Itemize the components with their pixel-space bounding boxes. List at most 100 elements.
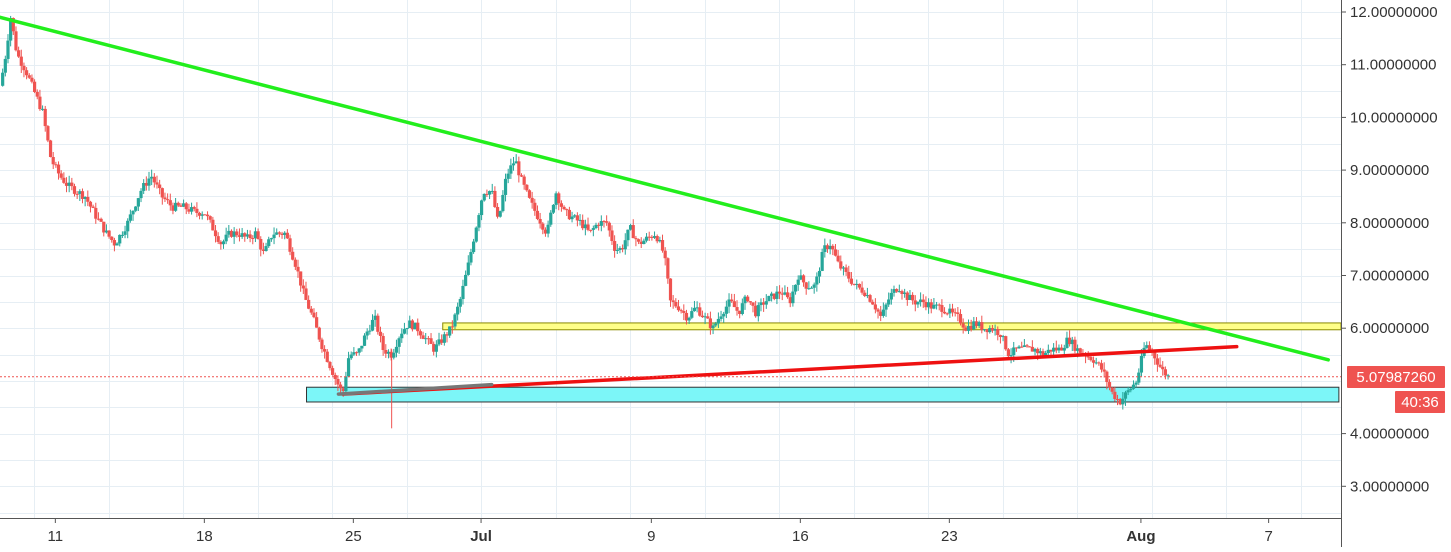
candle-up	[1, 72, 5, 86]
candle-up	[841, 267, 846, 269]
candle-up	[461, 285, 465, 300]
candle-down	[320, 339, 324, 350]
y-tick-label: 10.00000000	[1350, 109, 1438, 126]
candle-up	[948, 308, 952, 314]
candle-up	[442, 334, 446, 343]
candle-up	[1057, 347, 1061, 351]
candle-up	[855, 283, 859, 285]
candle-up	[1166, 375, 1170, 377]
candle-up	[1129, 388, 1133, 391]
candle-down	[940, 305, 944, 312]
candle-down	[70, 182, 74, 187]
candle-down	[485, 193, 489, 195]
candle-down	[301, 285, 305, 289]
candle-up	[402, 329, 407, 334]
candle-up	[115, 243, 119, 246]
candle-down	[378, 331, 383, 336]
candle-down	[1049, 349, 1053, 352]
candle-up	[767, 295, 771, 302]
candle-up	[386, 351, 391, 354]
candle-down	[754, 305, 758, 317]
candle-down	[974, 321, 979, 326]
candle-down	[636, 239, 641, 242]
candle-down	[735, 307, 739, 311]
candle-up	[926, 302, 931, 308]
candle-down	[1118, 399, 1122, 405]
candle-down	[14, 31, 18, 51]
candle-up	[549, 212, 553, 225]
candle-up	[1131, 384, 1136, 389]
candle-down	[75, 193, 79, 195]
candle-up	[714, 323, 718, 326]
candle-up	[352, 352, 356, 355]
candle-up	[1017, 346, 1021, 349]
candle-up	[977, 322, 981, 326]
y-tick-label: 4.00000000	[1350, 426, 1429, 443]
candle-up	[466, 262, 470, 275]
candle-down	[873, 304, 877, 310]
candle-down	[416, 322, 420, 332]
candle-down	[679, 310, 683, 312]
candle-up	[147, 178, 151, 186]
candle-up	[972, 321, 976, 330]
candle-down	[184, 203, 188, 210]
candle-down	[304, 288, 308, 300]
candle-down	[421, 335, 425, 339]
candle-up	[1137, 372, 1141, 383]
candle-down	[788, 297, 792, 304]
candle-down	[1006, 349, 1011, 357]
candle-up	[966, 325, 971, 331]
candle-down	[1054, 347, 1058, 351]
candle-down	[849, 278, 854, 284]
y-axis-ticks: 3.00000000 4.00000000 6.00000000 7.00000000…	[1341, 4, 1438, 495]
candle-up	[783, 292, 787, 295]
candle-up	[245, 234, 250, 237]
candle-down	[950, 308, 955, 313]
candle-down	[317, 327, 321, 340]
countdown-tag: 40:36	[1395, 391, 1445, 413]
candle-up	[916, 301, 920, 305]
x-tick-label: 11	[48, 528, 64, 545]
candle-up	[623, 240, 627, 250]
candle-down	[288, 238, 292, 252]
current-price-label: 5.07987260	[1356, 369, 1435, 386]
candle-up	[1052, 347, 1056, 352]
candle-down	[179, 205, 183, 207]
candle-down	[663, 250, 667, 259]
candle-down	[56, 164, 61, 174]
candle-up	[221, 241, 226, 245]
candle-up	[506, 173, 510, 179]
candle-down	[493, 190, 497, 207]
candle-up	[479, 200, 484, 216]
candle-up	[658, 239, 662, 242]
candle-down	[291, 251, 295, 260]
candle-up	[791, 291, 795, 304]
candle-down	[543, 229, 548, 234]
candle-up	[887, 299, 891, 305]
candle-down	[706, 316, 710, 319]
candle-up	[1075, 348, 1080, 351]
candle-down	[256, 231, 260, 239]
candle-up	[812, 284, 816, 288]
candle-up	[626, 229, 630, 241]
candle-down	[1153, 352, 1157, 359]
candle-down	[533, 202, 537, 211]
x-tick-label: 18	[196, 528, 213, 545]
candle-up	[472, 241, 476, 253]
candle-down	[876, 309, 880, 312]
candle-up	[397, 338, 401, 347]
candle-down	[338, 384, 343, 389]
y-tick-label: 3.00000000	[1350, 478, 1429, 495]
candle-down	[285, 232, 289, 239]
candle-down	[958, 314, 963, 324]
candle-up	[764, 301, 768, 305]
candle-down	[19, 56, 23, 66]
candle-down	[171, 205, 175, 211]
candle-up	[134, 206, 138, 211]
candle-up	[815, 276, 819, 285]
candle-down	[1097, 362, 1101, 364]
candle-down	[293, 259, 297, 267]
candle-up	[599, 221, 603, 226]
